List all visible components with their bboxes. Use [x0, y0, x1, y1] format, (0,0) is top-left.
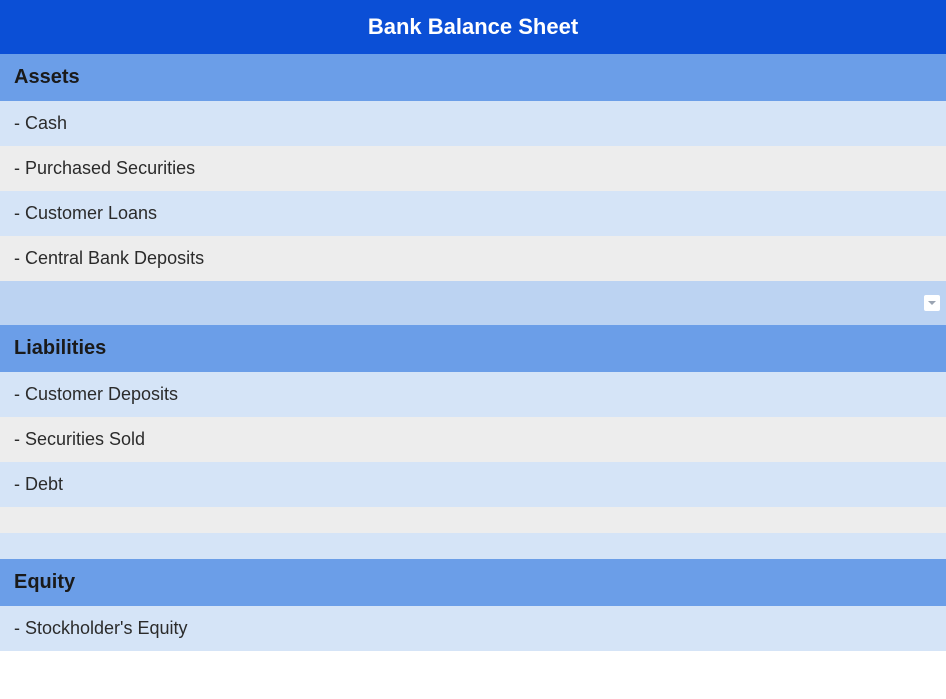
item-row: - Purchased Securities	[0, 146, 946, 191]
item-row: - Central Bank Deposits	[0, 236, 946, 281]
spacer-row	[0, 507, 946, 533]
spacer-row	[0, 533, 946, 559]
chevron-down-icon[interactable]	[924, 295, 940, 311]
item-row: - Customer Loans	[0, 191, 946, 236]
section-header-equity: Equity	[0, 559, 946, 606]
sheet-title: Bank Balance Sheet	[0, 0, 946, 54]
balance-sheet: Bank Balance Sheet Assets - Cash - Purch…	[0, 0, 946, 651]
section-header-liabilities: Liabilities	[0, 325, 946, 372]
spacer-row	[0, 281, 946, 325]
item-row: - Cash	[0, 101, 946, 146]
item-row: - Securities Sold	[0, 417, 946, 462]
section-header-assets: Assets	[0, 54, 946, 101]
item-row: - Debt	[0, 462, 946, 507]
item-row: - Stockholder's Equity	[0, 606, 946, 651]
item-row: - Customer Deposits	[0, 372, 946, 417]
